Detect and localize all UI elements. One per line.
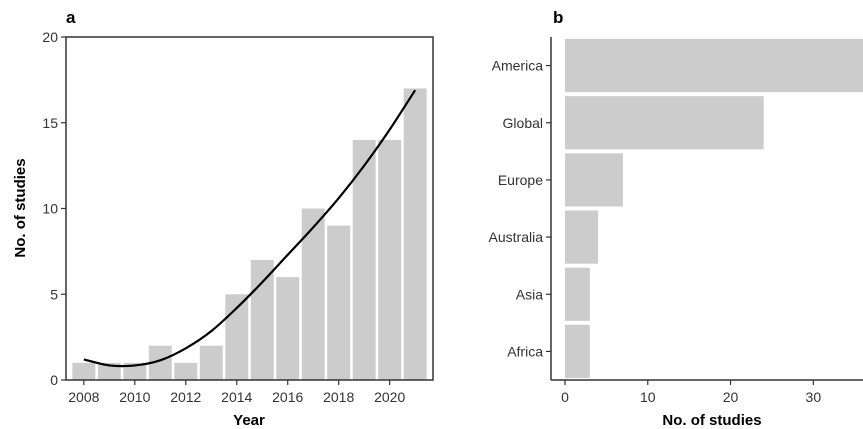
x-tick-label-2008: 2008 xyxy=(68,389,99,405)
category-label-asia: Asia xyxy=(516,286,543,302)
y-tick-label-15: 15 xyxy=(42,115,58,131)
bar-2009 xyxy=(97,362,121,380)
panel-b: b America Global Europe Australia Asia Africa… xyxy=(489,8,863,429)
bar-europe xyxy=(565,153,623,207)
panel-a-x-ticks: 2008 2010 2012 2014 2016 2018 2020 xyxy=(68,380,405,405)
bar-2012 xyxy=(174,362,198,380)
bar-2017 xyxy=(301,208,325,380)
category-label-europe: Europe xyxy=(498,172,543,188)
x-tick-label-2012: 2012 xyxy=(170,389,201,405)
panel-b-category-ticks: America Global Europe Australia Asia Africa xyxy=(489,58,551,359)
x-tick-label-2016: 2016 xyxy=(272,389,303,405)
panel-b-label: b xyxy=(553,8,563,27)
panel-b-bars xyxy=(565,39,863,378)
bar-america xyxy=(565,39,863,93)
y-tick-label-10: 10 xyxy=(42,201,58,217)
x-tick-label-2010: 2010 xyxy=(119,389,150,405)
y-tick-label-20: 20 xyxy=(42,29,58,45)
y-tick-label-0: 0 xyxy=(50,372,58,388)
bar-2016 xyxy=(276,277,300,380)
panel-b-x-ticks: 0 10 20 30 xyxy=(561,380,821,405)
panel-a-y-ticks: 0 5 10 15 20 xyxy=(42,29,66,388)
bar-2011 xyxy=(148,345,172,380)
x-tick-label-10: 10 xyxy=(640,389,656,405)
bar-2008 xyxy=(72,362,96,380)
panel-a-y-axis-title: No. of studies xyxy=(12,158,29,257)
x-tick-label-2020: 2020 xyxy=(374,389,405,405)
x-tick-label-2018: 2018 xyxy=(323,389,354,405)
category-label-africa: Africa xyxy=(507,343,543,359)
panel-b-x-axis-title: No. of studies xyxy=(662,412,761,429)
panel-a-label: a xyxy=(66,8,76,27)
panel-a-x-axis-title: Year xyxy=(233,412,265,429)
panel-a-bars xyxy=(72,88,427,380)
bar-2020 xyxy=(378,139,402,380)
x-tick-label-30: 30 xyxy=(806,389,822,405)
category-label-america: America xyxy=(492,58,544,74)
category-label-australia: Australia xyxy=(489,229,544,245)
panel-a-frame xyxy=(65,36,434,381)
y-tick-label-5: 5 xyxy=(50,286,58,302)
bar-2014 xyxy=(225,294,249,380)
bar-2018 xyxy=(327,225,351,380)
x-tick-label-20: 20 xyxy=(723,389,739,405)
bar-australia xyxy=(565,210,599,264)
bar-2010 xyxy=(123,362,147,380)
bar-2013 xyxy=(199,345,223,380)
panel-a-trend-line xyxy=(83,89,417,368)
bar-2019 xyxy=(352,139,376,380)
bar-africa xyxy=(565,324,590,378)
bar-2021 xyxy=(403,88,427,380)
bar-global xyxy=(565,96,764,150)
x-tick-label-0: 0 xyxy=(561,389,569,405)
bar-2015 xyxy=(250,259,274,380)
bar-asia xyxy=(565,267,590,321)
x-tick-label-2014: 2014 xyxy=(221,389,252,405)
category-label-global: Global xyxy=(503,115,543,131)
